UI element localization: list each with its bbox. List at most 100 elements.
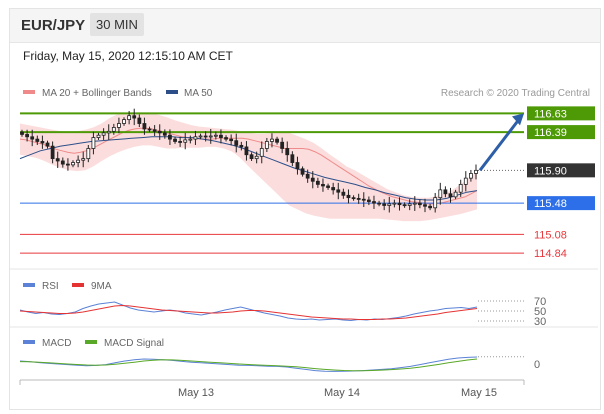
level-label-support: 115.08 [534, 229, 567, 241]
level-label-support: 114.84 [534, 248, 567, 260]
candle-body [152, 129, 157, 132]
candle-body [321, 183, 325, 187]
currency-pair-title: EUR/JPY [21, 17, 86, 34]
candle-body [117, 123, 121, 128]
candle-body [300, 168, 305, 175]
candle-body [356, 198, 361, 200]
candle-body [224, 137, 228, 140]
candle-body [387, 203, 392, 206]
candle-body [183, 139, 188, 143]
candle-body [45, 142, 50, 147]
candle-body [66, 163, 70, 166]
candle-body [428, 205, 432, 209]
candle-body [264, 141, 269, 149]
candle-body [417, 202, 422, 206]
bb-legend-swatch [23, 90, 35, 94]
candle-body [60, 160, 65, 165]
macd-signal-line [19, 358, 478, 372]
rsi-ma-line [19, 304, 478, 320]
candle-body [468, 173, 473, 179]
candle-body [50, 145, 55, 160]
ma50-line [19, 136, 478, 201]
projection-arrow-head [512, 113, 524, 126]
candle-body [331, 187, 336, 191]
level-tag-resistance [527, 106, 595, 121]
candle-body [453, 191, 458, 198]
chart-widget: EUR/JPY 30 MIN Friday, May 15, 2020 12:1… [9, 8, 601, 410]
level-tag-resistance [527, 125, 595, 140]
candle-body [290, 154, 295, 163]
candle-body [377, 202, 381, 205]
level-label-pivot: 115.48 [534, 198, 567, 210]
x-tick-label: May 13 [178, 387, 214, 399]
candle-body [219, 134, 223, 138]
rsi-ma-legend-label: 9MA [91, 281, 112, 292]
candle-body [188, 138, 193, 141]
candle-body [111, 127, 116, 132]
ma20-line [19, 127, 478, 205]
candle-body [229, 138, 234, 142]
candle-body [35, 138, 40, 142]
candle-body [382, 203, 387, 206]
rsi-ma-legend-swatch [72, 283, 84, 287]
candle-body [208, 135, 213, 138]
level-label-resistance: 116.63 [534, 108, 567, 120]
candle-body [147, 128, 152, 131]
candle-body [438, 189, 443, 199]
bb-legend-label: MA 20 + Bollinger Bands [42, 88, 152, 99]
candle-body [173, 138, 177, 142]
candle-body [280, 141, 285, 149]
candle-body [86, 148, 91, 160]
candle-body [372, 201, 376, 204]
candle-body [137, 117, 142, 124]
candle-body [244, 146, 249, 156]
candle-body [341, 191, 346, 196]
chart-header: EUR/JPY 30 MIN [10, 9, 600, 43]
candle-body [433, 197, 438, 209]
candle-body [474, 169, 478, 174]
candle-body [213, 134, 218, 137]
bollinger-band-area [20, 112, 477, 222]
x-axis: May 13 May 14 May 15 [19, 379, 525, 399]
projection-arrow-shaft [478, 118, 521, 172]
macd-legend-swatch [23, 340, 35, 344]
candle-body [254, 155, 259, 160]
ma50-legend-label: MA 50 [184, 88, 213, 99]
candle-body [203, 135, 208, 138]
candle-body [122, 119, 126, 124]
x-tick-label: May 15 [461, 387, 497, 399]
candle-body [346, 194, 351, 199]
timeframe-button[interactable]: 30 MIN [90, 13, 144, 36]
level-label-last: 115.90 [534, 165, 567, 177]
macd-tick-label: 0 [534, 359, 540, 371]
macd-plot: 0 [19, 356, 540, 372]
rsi-tick-label: 70 [534, 296, 546, 308]
level-tag-pivot [527, 196, 595, 211]
candle-body [81, 158, 86, 161]
candle-body [366, 199, 371, 202]
level-tag-last [527, 163, 595, 178]
candle-body [91, 137, 96, 149]
candle-body [423, 204, 427, 207]
candle-body [295, 162, 300, 170]
candle-body [270, 138, 274, 142]
candle-body [402, 204, 407, 207]
candle-body [315, 180, 320, 185]
candle-body [448, 193, 453, 198]
candle-body [96, 134, 101, 138]
rsi-line [19, 301, 478, 322]
level-label-resistance: 116.39 [534, 127, 567, 139]
candle-body [412, 202, 417, 205]
macd-signal-legend-label: MACD Signal [104, 338, 164, 349]
candle-body [101, 132, 106, 136]
candle-body [275, 138, 279, 143]
candle-body [142, 123, 147, 130]
candle-body [55, 158, 60, 162]
candle-body [285, 148, 290, 156]
rsi-tick-label: 50 [534, 306, 546, 318]
candle-body [162, 132, 167, 136]
candle-body [249, 154, 254, 160]
candle-body [392, 202, 397, 205]
